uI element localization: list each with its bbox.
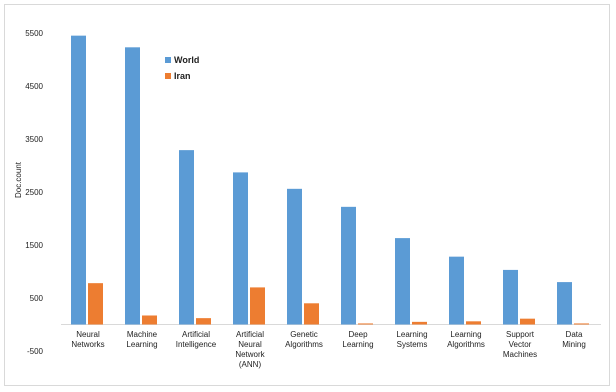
category-label-line: Learning	[126, 340, 157, 349]
category-label-line: Networks	[71, 340, 104, 349]
category-label-line: Neural	[238, 340, 262, 349]
bar-iran	[358, 323, 373, 325]
legend: World Iran	[165, 55, 199, 81]
bar-iran	[412, 321, 427, 325]
chart-frame: -500 500 1500 2500 3500 4500 5500 Neural Networ…	[4, 4, 610, 386]
category-label-line: Network	[235, 350, 265, 359]
bar-iran	[520, 318, 535, 325]
bar-iran	[304, 303, 319, 325]
category-label-line: Algorithms	[447, 340, 485, 349]
category-label-line: (ANN)	[239, 360, 262, 369]
category-label: Artificial Intelligence	[176, 330, 217, 349]
category-label-line: Deep	[348, 330, 368, 339]
bar-world	[179, 150, 194, 325]
category-label: Learning Algorithms	[447, 330, 485, 349]
bar-iran	[466, 321, 481, 325]
category-label-line: Artificial	[182, 330, 210, 339]
category-label-line: Algorithms	[285, 340, 323, 349]
category-label-line: Support	[506, 330, 535, 339]
category-label: Data Mining	[562, 330, 586, 349]
category-label-line: Vector	[509, 340, 532, 349]
category-label-line: Neural	[76, 330, 100, 339]
category-label-line: Genetic	[290, 330, 318, 339]
legend-label-world: World	[174, 55, 199, 65]
bar-world	[341, 206, 356, 325]
y-tick-label: 4500	[25, 82, 43, 91]
category-label-line: Intelligence	[176, 340, 217, 349]
category-label-line: Learning	[450, 330, 481, 339]
category-label: Neural Networks	[71, 330, 104, 349]
y-tick-label: 1500	[25, 241, 43, 250]
category-label-line: Learning	[342, 340, 373, 349]
category-label: Artificial Neural Network (ANN)	[235, 330, 265, 369]
bar-iran	[250, 287, 265, 325]
y-tick-label: 5500	[25, 29, 43, 38]
category-label-line: Artificial	[236, 330, 264, 339]
category-label-line: Systems	[397, 340, 428, 349]
bar-iran	[88, 283, 103, 325]
bar-iran	[196, 318, 211, 325]
category-label-line: Data	[566, 330, 583, 339]
bars-group	[71, 35, 589, 325]
y-tick-label: -500	[27, 347, 44, 356]
category-label-line: Machines	[503, 350, 537, 359]
category-label: Deep Learning	[342, 330, 373, 349]
category-label: Learning Systems	[396, 330, 427, 349]
bar-world	[233, 172, 248, 325]
bar-world	[395, 238, 410, 325]
legend-swatch-iran	[165, 73, 171, 79]
y-tick-label: 3500	[25, 135, 43, 144]
category-label-line: Mining	[562, 340, 586, 349]
bar-world	[71, 35, 86, 325]
y-tick-label: 2500	[25, 188, 43, 197]
bar-world	[449, 256, 464, 325]
bar-world	[503, 269, 518, 325]
category-label: Support Vector Machines	[503, 330, 537, 359]
bar-world	[125, 47, 140, 325]
bar-world	[557, 282, 572, 325]
y-tick-label: 500	[30, 294, 44, 303]
y-axis-title: Doc.count	[14, 161, 23, 198]
legend-swatch-world	[165, 57, 171, 63]
bar-iran	[142, 315, 157, 325]
category-label: Genetic Algorithms	[285, 330, 323, 349]
bar-world	[287, 188, 302, 325]
bar-iran	[574, 323, 589, 325]
category-label-line: Machine	[127, 330, 158, 339]
category-label-line: Learning	[396, 330, 427, 339]
legend-label-iran: Iran	[174, 71, 191, 81]
category-label: Machine Learning	[126, 330, 157, 349]
